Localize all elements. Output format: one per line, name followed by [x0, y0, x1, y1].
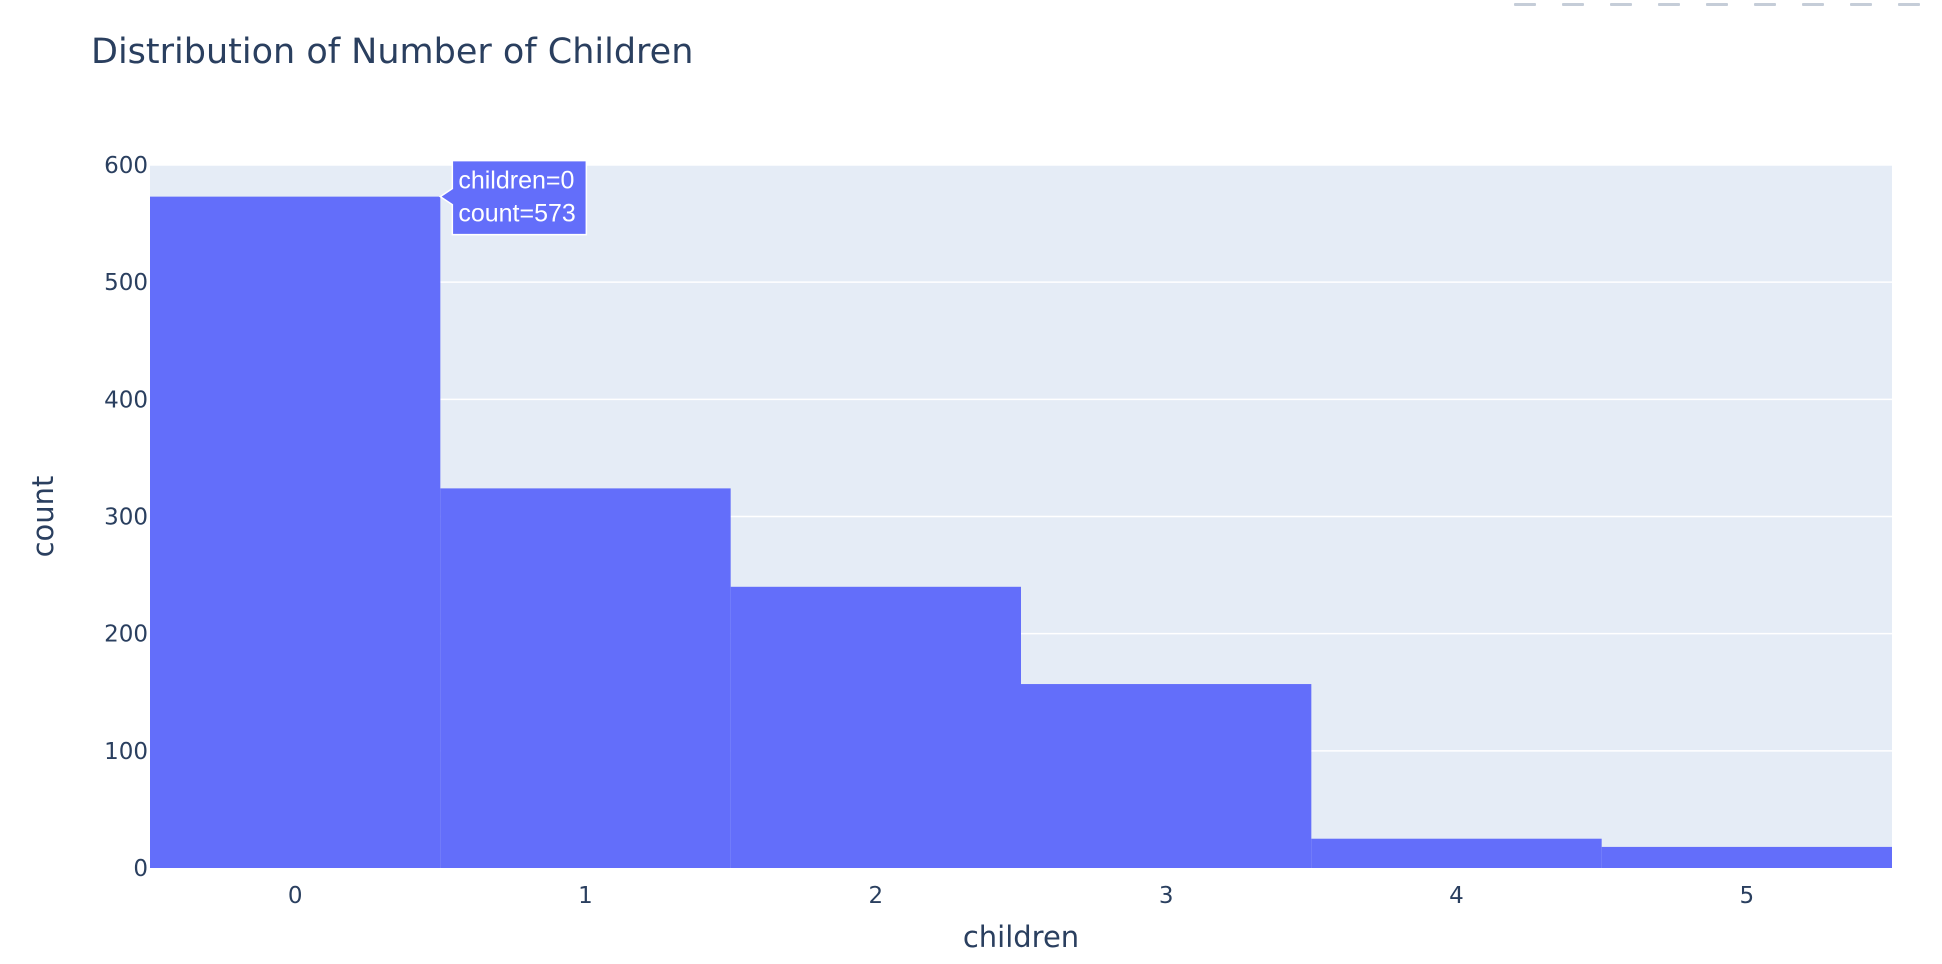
y-tick-label: 500 — [104, 270, 148, 296]
bars — [150, 196, 1892, 868]
bar-2[interactable] — [730, 586, 1021, 868]
camera-icon[interactable] — [1512, 0, 1538, 6]
lasso-icon[interactable] — [1704, 0, 1730, 6]
bar-1[interactable] — [440, 488, 731, 868]
y-tick-label: 400 — [104, 387, 148, 413]
hover-tooltip-line2: count=573 — [458, 200, 575, 228]
x-tick-label: 4 — [1449, 883, 1464, 909]
y-tick-label: 200 — [104, 622, 148, 648]
pan-icon[interactable] — [1608, 0, 1634, 6]
reset-axes-icon[interactable] — [1896, 0, 1922, 6]
x-tick-label: 0 — [288, 883, 303, 909]
hover-tooltip-line1: children=0 — [458, 167, 574, 195]
y-axis-label: count — [26, 476, 60, 558]
y-tick-label: 100 — [104, 739, 148, 765]
modebar — [1512, 0, 1922, 8]
bar-0[interactable] — [150, 196, 441, 868]
y-axis-ticks: 0 100 200 300 400 500 600 — [104, 153, 148, 882]
hover-tooltip: children=0 count=573 — [438, 159, 588, 236]
bar-4[interactable] — [1311, 838, 1602, 868]
y-tick-label: 0 — [133, 856, 148, 882]
bar-5[interactable] — [1601, 846, 1892, 868]
x-tick-label: 2 — [869, 883, 884, 909]
x-tick-label: 1 — [578, 883, 593, 909]
zoom-in-icon[interactable] — [1752, 0, 1778, 6]
bar-3[interactable] — [1021, 684, 1312, 868]
x-tick-label: 3 — [1159, 883, 1174, 909]
zoom-icon[interactable] — [1560, 0, 1586, 6]
zoom-out-icon[interactable] — [1800, 0, 1826, 6]
y-tick-label: 300 — [104, 505, 148, 531]
x-tick-label: 5 — [1740, 883, 1755, 909]
autoscale-icon[interactable] — [1848, 0, 1874, 6]
x-axis-ticks: 0 1 2 3 4 5 — [288, 883, 1754, 909]
box-select-icon[interactable] — [1656, 0, 1682, 6]
y-tick-label: 600 — [104, 153, 148, 179]
hover-tooltip-box — [438, 159, 588, 236]
chart-title: Distribution of Number of Children — [91, 32, 693, 72]
x-axis-label: children — [963, 920, 1079, 954]
